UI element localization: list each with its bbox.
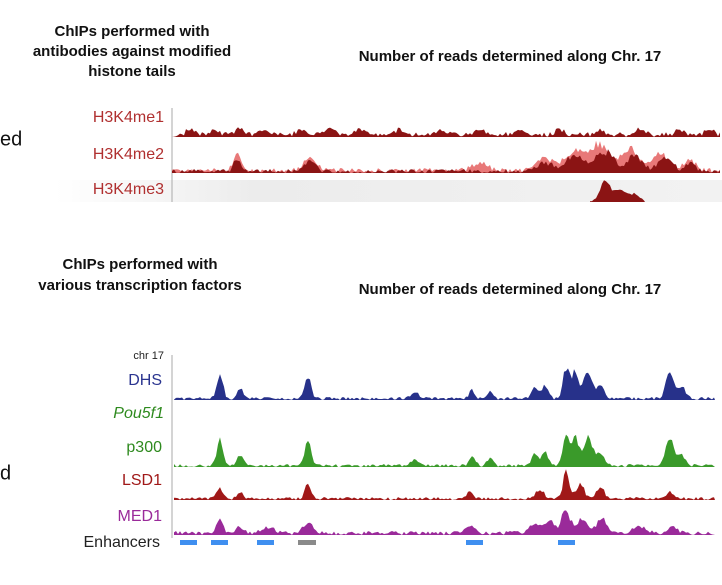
signal-track — [172, 127, 720, 137]
panel-title: antibodies against modified — [33, 43, 231, 60]
track-label: DHS — [128, 372, 162, 389]
panel-subtitle: Number of reads determined along Chr. 17 — [359, 281, 662, 298]
track-label: LSD1 — [122, 472, 162, 489]
signal-track — [174, 469, 715, 500]
enhancer — [558, 540, 575, 545]
enhancer-marks — [180, 540, 575, 545]
signal-track — [174, 434, 715, 467]
cut-label: d — [0, 462, 11, 484]
enhancer — [466, 540, 483, 545]
enhancer — [211, 540, 228, 545]
track-label: H3K4me3 — [93, 181, 164, 198]
enhancer — [298, 540, 316, 545]
signal-track — [174, 510, 715, 535]
track-label: MED1 — [118, 508, 163, 525]
signal-track — [590, 180, 645, 202]
signal-track — [174, 368, 715, 400]
track-label: p300 — [126, 439, 162, 456]
signal-track — [172, 149, 720, 173]
chromosome-label: chr 17 — [133, 350, 164, 362]
track-label: H3K4me2 — [93, 146, 164, 163]
panel-title: histone tails — [88, 63, 176, 80]
panel-subtitle: Number of reads determined along Chr. 17 — [359, 48, 662, 65]
panel-title: ChIPs performed with — [62, 256, 217, 273]
enhancers-label: Enhancers — [84, 534, 161, 551]
panel-title: ChIPs performed with — [54, 23, 209, 40]
enhancer — [180, 540, 197, 545]
track-background — [55, 180, 722, 202]
track-label: Pou5f1 — [113, 405, 164, 422]
cut-label: ed — [0, 128, 22, 150]
enhancer — [257, 540, 274, 545]
track-label: H3K4me1 — [93, 109, 164, 126]
panel-title: various transcription factors — [38, 277, 241, 294]
